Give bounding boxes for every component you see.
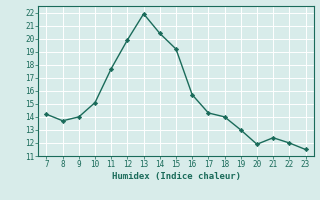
- X-axis label: Humidex (Indice chaleur): Humidex (Indice chaleur): [111, 172, 241, 181]
